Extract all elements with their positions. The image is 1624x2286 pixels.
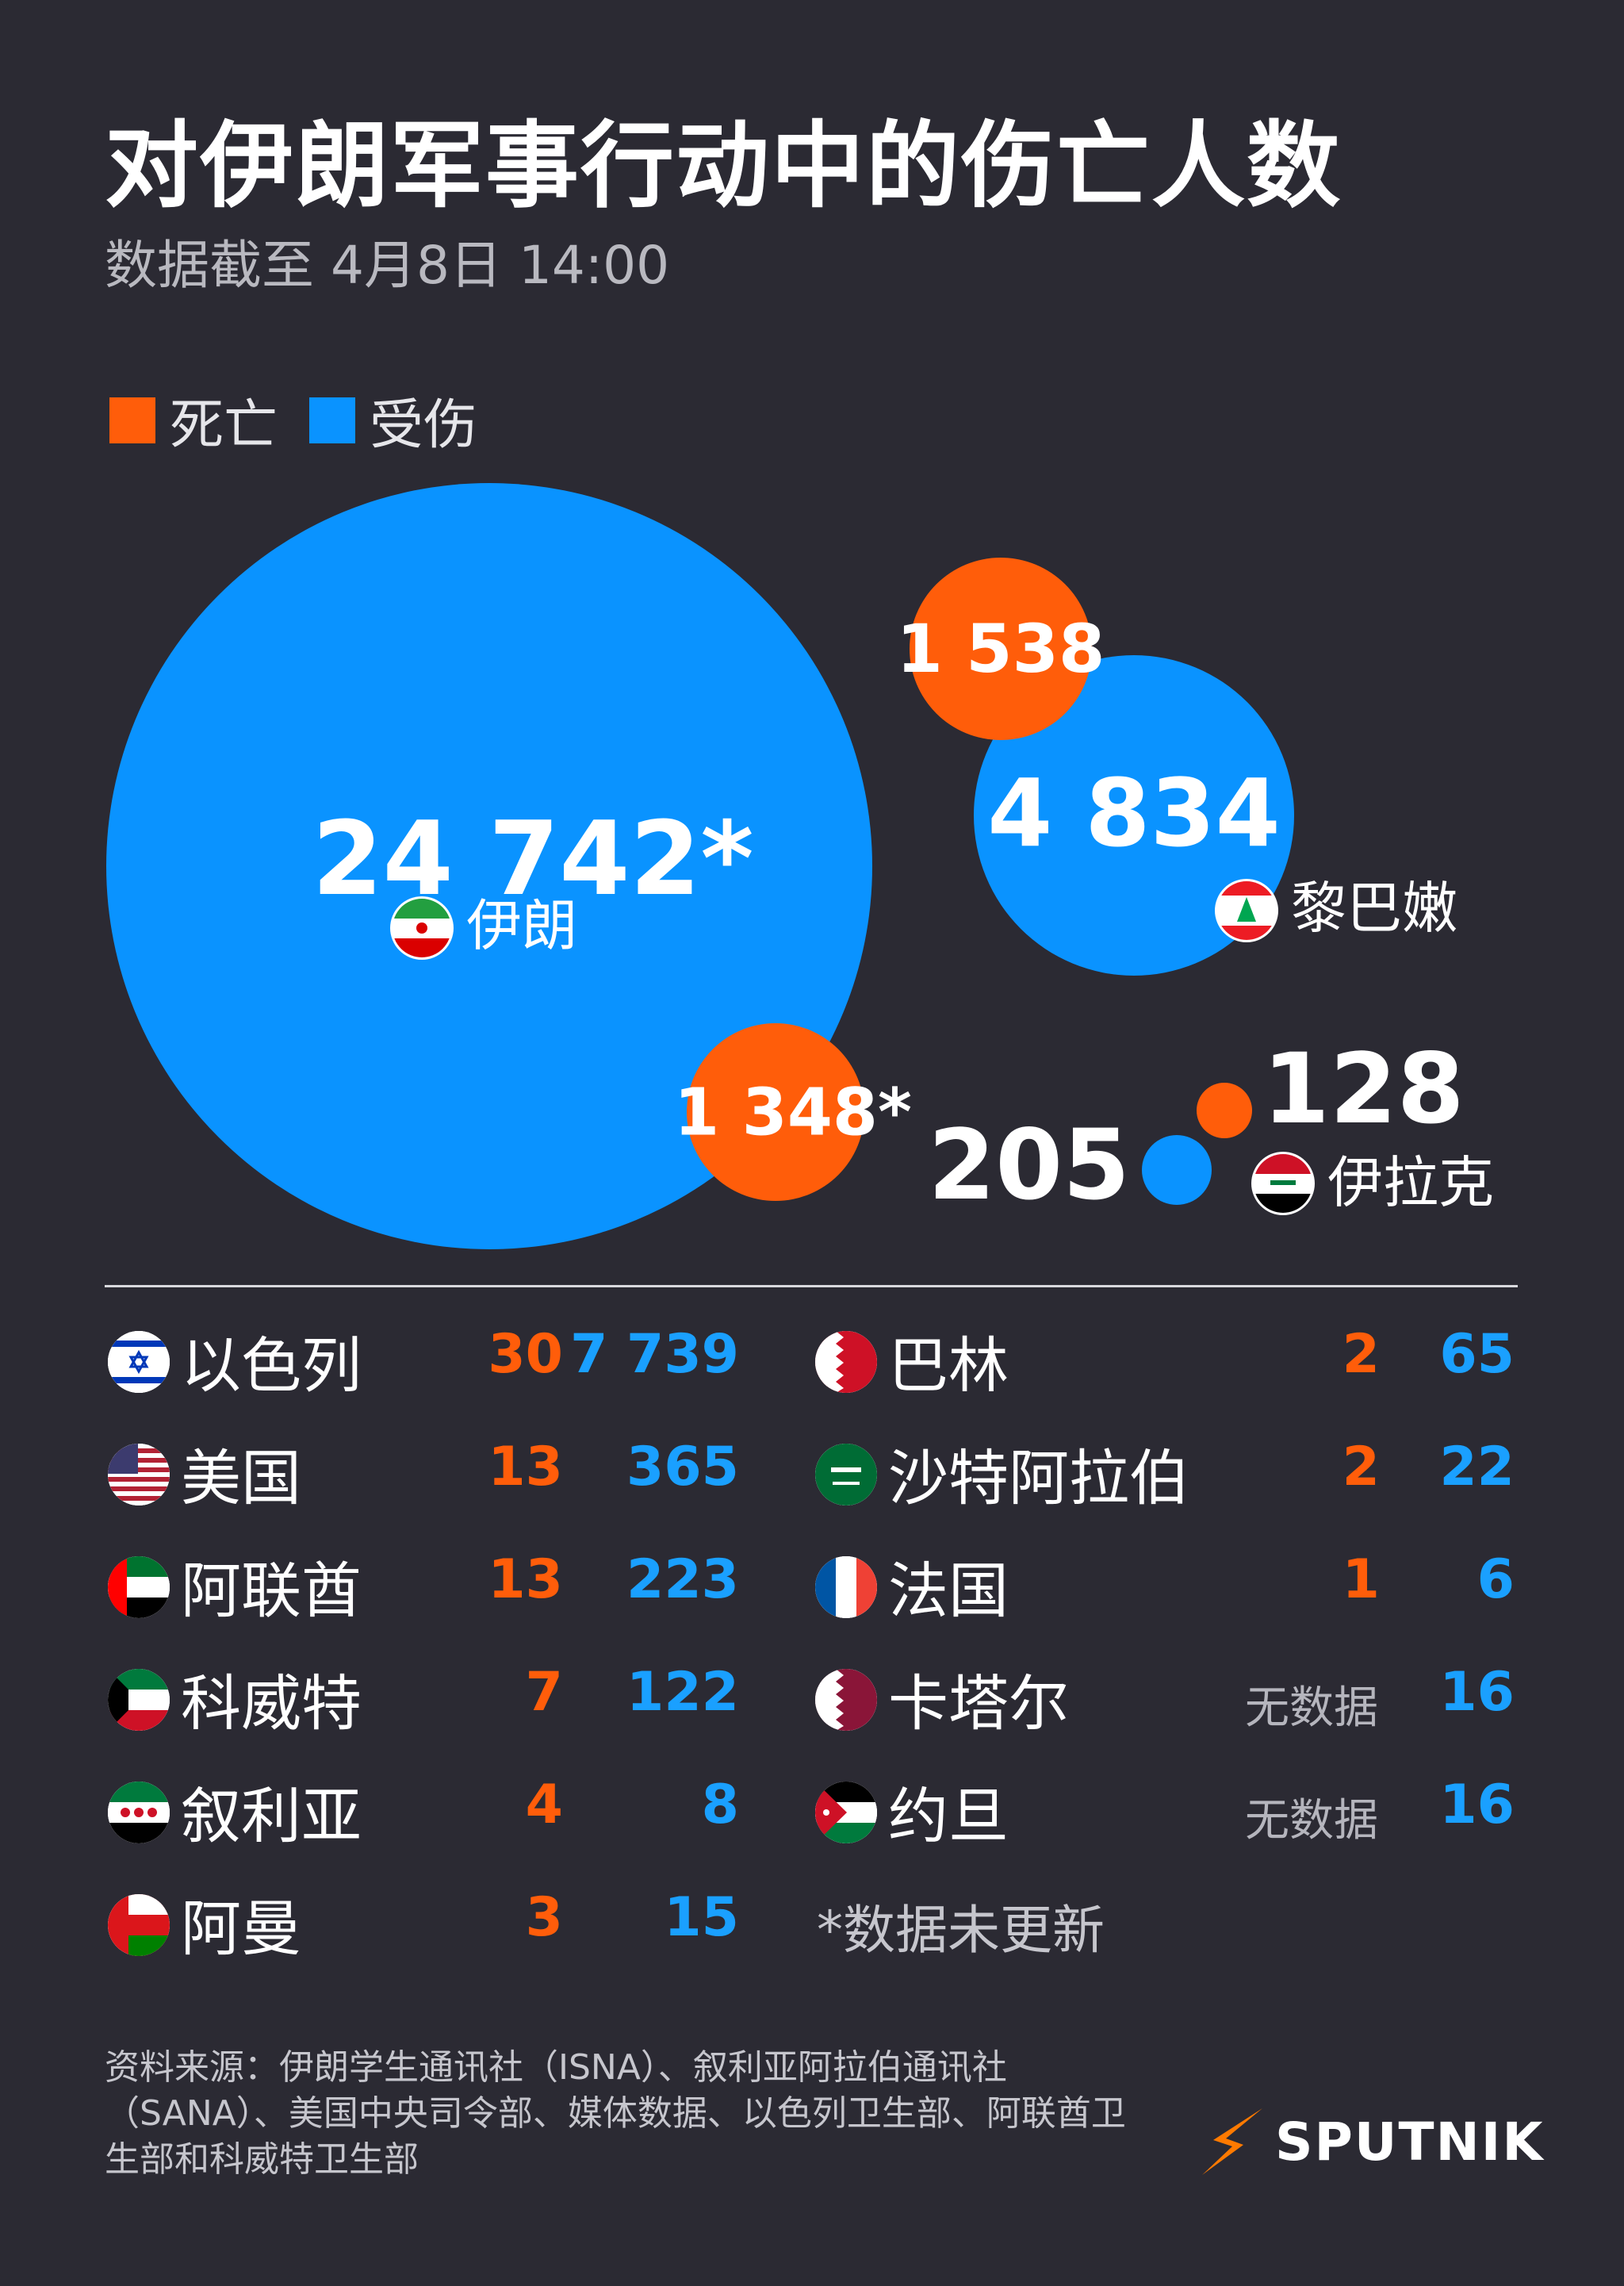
country-name: 约旦 [888, 1781, 1009, 1851]
usa-flag-icon [108, 1444, 170, 1505]
country-name: 科威特 [181, 1668, 362, 1739]
label-iraq-injured: 205 [928, 1109, 1130, 1222]
bubble-lebanon-death [910, 558, 1092, 740]
death-value: 2 [1342, 1323, 1380, 1386]
country-name: 卡塔尔 [888, 1668, 1069, 1739]
injured-value: 6 [1477, 1548, 1515, 1611]
uae-flag-icon [108, 1556, 170, 1618]
country-name: 沙特阿拉伯 [888, 1443, 1189, 1513]
legend-label-death: 死亡 [170, 394, 278, 457]
bubble-iraq-injured [1142, 1135, 1212, 1205]
bubble-iraq-death [1197, 1083, 1252, 1138]
legend-swatch-injured [309, 397, 356, 443]
death-value: 4 [525, 1774, 563, 1836]
bubble-chart: 24 742* 1 348* 伊朗 1 538 4 834 黎巴嫩 128 20… [106, 483, 1494, 1249]
injured-value: 7 739 [570, 1323, 739, 1386]
page-title: 对伊朗军事行动中的伤亡人数 [105, 111, 1342, 221]
logo-text: SPUTNIK [1275, 2111, 1545, 2173]
table-row: 阿曼 3 15 [0, 1874, 793, 1969]
source-text: 资料来源：伊朗学生通讯社（ISNA）、叙利亚阿拉伯通讯社（SANA）、美国中央司… [105, 2047, 1126, 2180]
country-name: 以色列 [181, 1330, 362, 1401]
iran-flag-icon [390, 896, 454, 960]
table-row: 巴林 2 65 [793, 1310, 1586, 1406]
death-no-data: 无数据 [1245, 1682, 1378, 1734]
injured-value: 8 [701, 1774, 739, 1836]
legend-label-injured: 受伤 [370, 394, 478, 457]
oman-flag-icon [108, 1894, 170, 1956]
sputnik-logo-icon [1202, 2108, 1262, 2175]
table-row: 美国 13 365 [0, 1423, 793, 1518]
bubble-iran-death [687, 1023, 864, 1201]
bubble-iran-injured [106, 483, 872, 1249]
country-name: 巴林 [888, 1330, 1009, 1401]
table-row: 以色列 30 7 739 [0, 1310, 793, 1406]
country-name: 阿曼 [181, 1893, 301, 1964]
israel-flag-icon [108, 1331, 170, 1393]
table-row: 阿联酋 13 223 [0, 1536, 793, 1631]
death-value: 3 [525, 1886, 563, 1949]
country-name: 叙利亚 [181, 1781, 362, 1851]
divider [105, 1285, 1518, 1287]
label-iran-country: 伊朗 [466, 893, 577, 958]
injured-value: 16 [1439, 1661, 1515, 1724]
label-lebanon-death: 1 538 [896, 610, 1105, 688]
table-row: 叙利亚 4 8 [0, 1761, 793, 1856]
injured-value: 15 [664, 1886, 739, 1949]
injured-value: 16 [1439, 1774, 1515, 1836]
legend-swatch-death [109, 397, 155, 443]
label-iran-injured: 24 742* [312, 800, 754, 919]
legend: 死亡 受伤 [109, 381, 477, 459]
jordan-flag-icon [815, 1782, 877, 1843]
label-iran-death: 1 348* [674, 1075, 912, 1150]
iraq-flag-icon [1251, 1152, 1315, 1215]
table-row: 科威特 7 122 [0, 1648, 793, 1743]
label-iraq-death: 128 [1262, 1033, 1465, 1145]
qatar-flag-icon [815, 1669, 877, 1731]
table-row: 沙特阿拉伯 2 22 [793, 1423, 1586, 1518]
bahrain-flag-icon [815, 1331, 877, 1393]
table-row: 约旦 无数据 16 [793, 1761, 1586, 1856]
kuwait-flag-icon [108, 1669, 170, 1731]
label-lebanon-injured: 4 834 [987, 758, 1281, 868]
death-value: 30 [488, 1323, 563, 1386]
legend-item-death: 死亡 [109, 381, 278, 459]
country-name: 美国 [181, 1443, 301, 1513]
country-name: 阿联酋 [181, 1555, 362, 1626]
table-row: 卡塔尔 无数据 16 [793, 1648, 1586, 1743]
death-value: 13 [488, 1436, 563, 1498]
injured-value: 22 [1439, 1436, 1515, 1498]
death-value: 1 [1342, 1548, 1380, 1611]
death-value: 2 [1342, 1436, 1380, 1498]
page-subtitle: 数据截至 4月8日 14:00 [105, 235, 670, 296]
country-name: 法国 [888, 1555, 1009, 1626]
lebanon-flag-icon [1215, 879, 1278, 942]
table-row: 法国 1 6 [793, 1536, 1586, 1631]
syria-flag-icon [108, 1782, 170, 1843]
injured-value: 223 [626, 1548, 739, 1611]
legend-item-injured: 受伤 [309, 381, 477, 459]
label-iraq-country: 伊拉克 [1327, 1150, 1494, 1215]
injured-value: 365 [626, 1436, 739, 1498]
sputnik-logo: SPUTNIK [1196, 2108, 1544, 2175]
bubble-lebanon-injured [974, 655, 1294, 976]
france-flag-icon [815, 1556, 877, 1618]
footnote: *数据未更新 [817, 1900, 1105, 1961]
label-lebanon-country: 黎巴嫩 [1291, 876, 1457, 941]
death-no-data: 无数据 [1245, 1795, 1378, 1847]
death-value: 13 [488, 1548, 563, 1611]
injured-value: 122 [626, 1661, 739, 1724]
saudi-flag-icon [815, 1444, 877, 1505]
injured-value: 65 [1439, 1323, 1515, 1386]
death-value: 7 [525, 1661, 563, 1724]
